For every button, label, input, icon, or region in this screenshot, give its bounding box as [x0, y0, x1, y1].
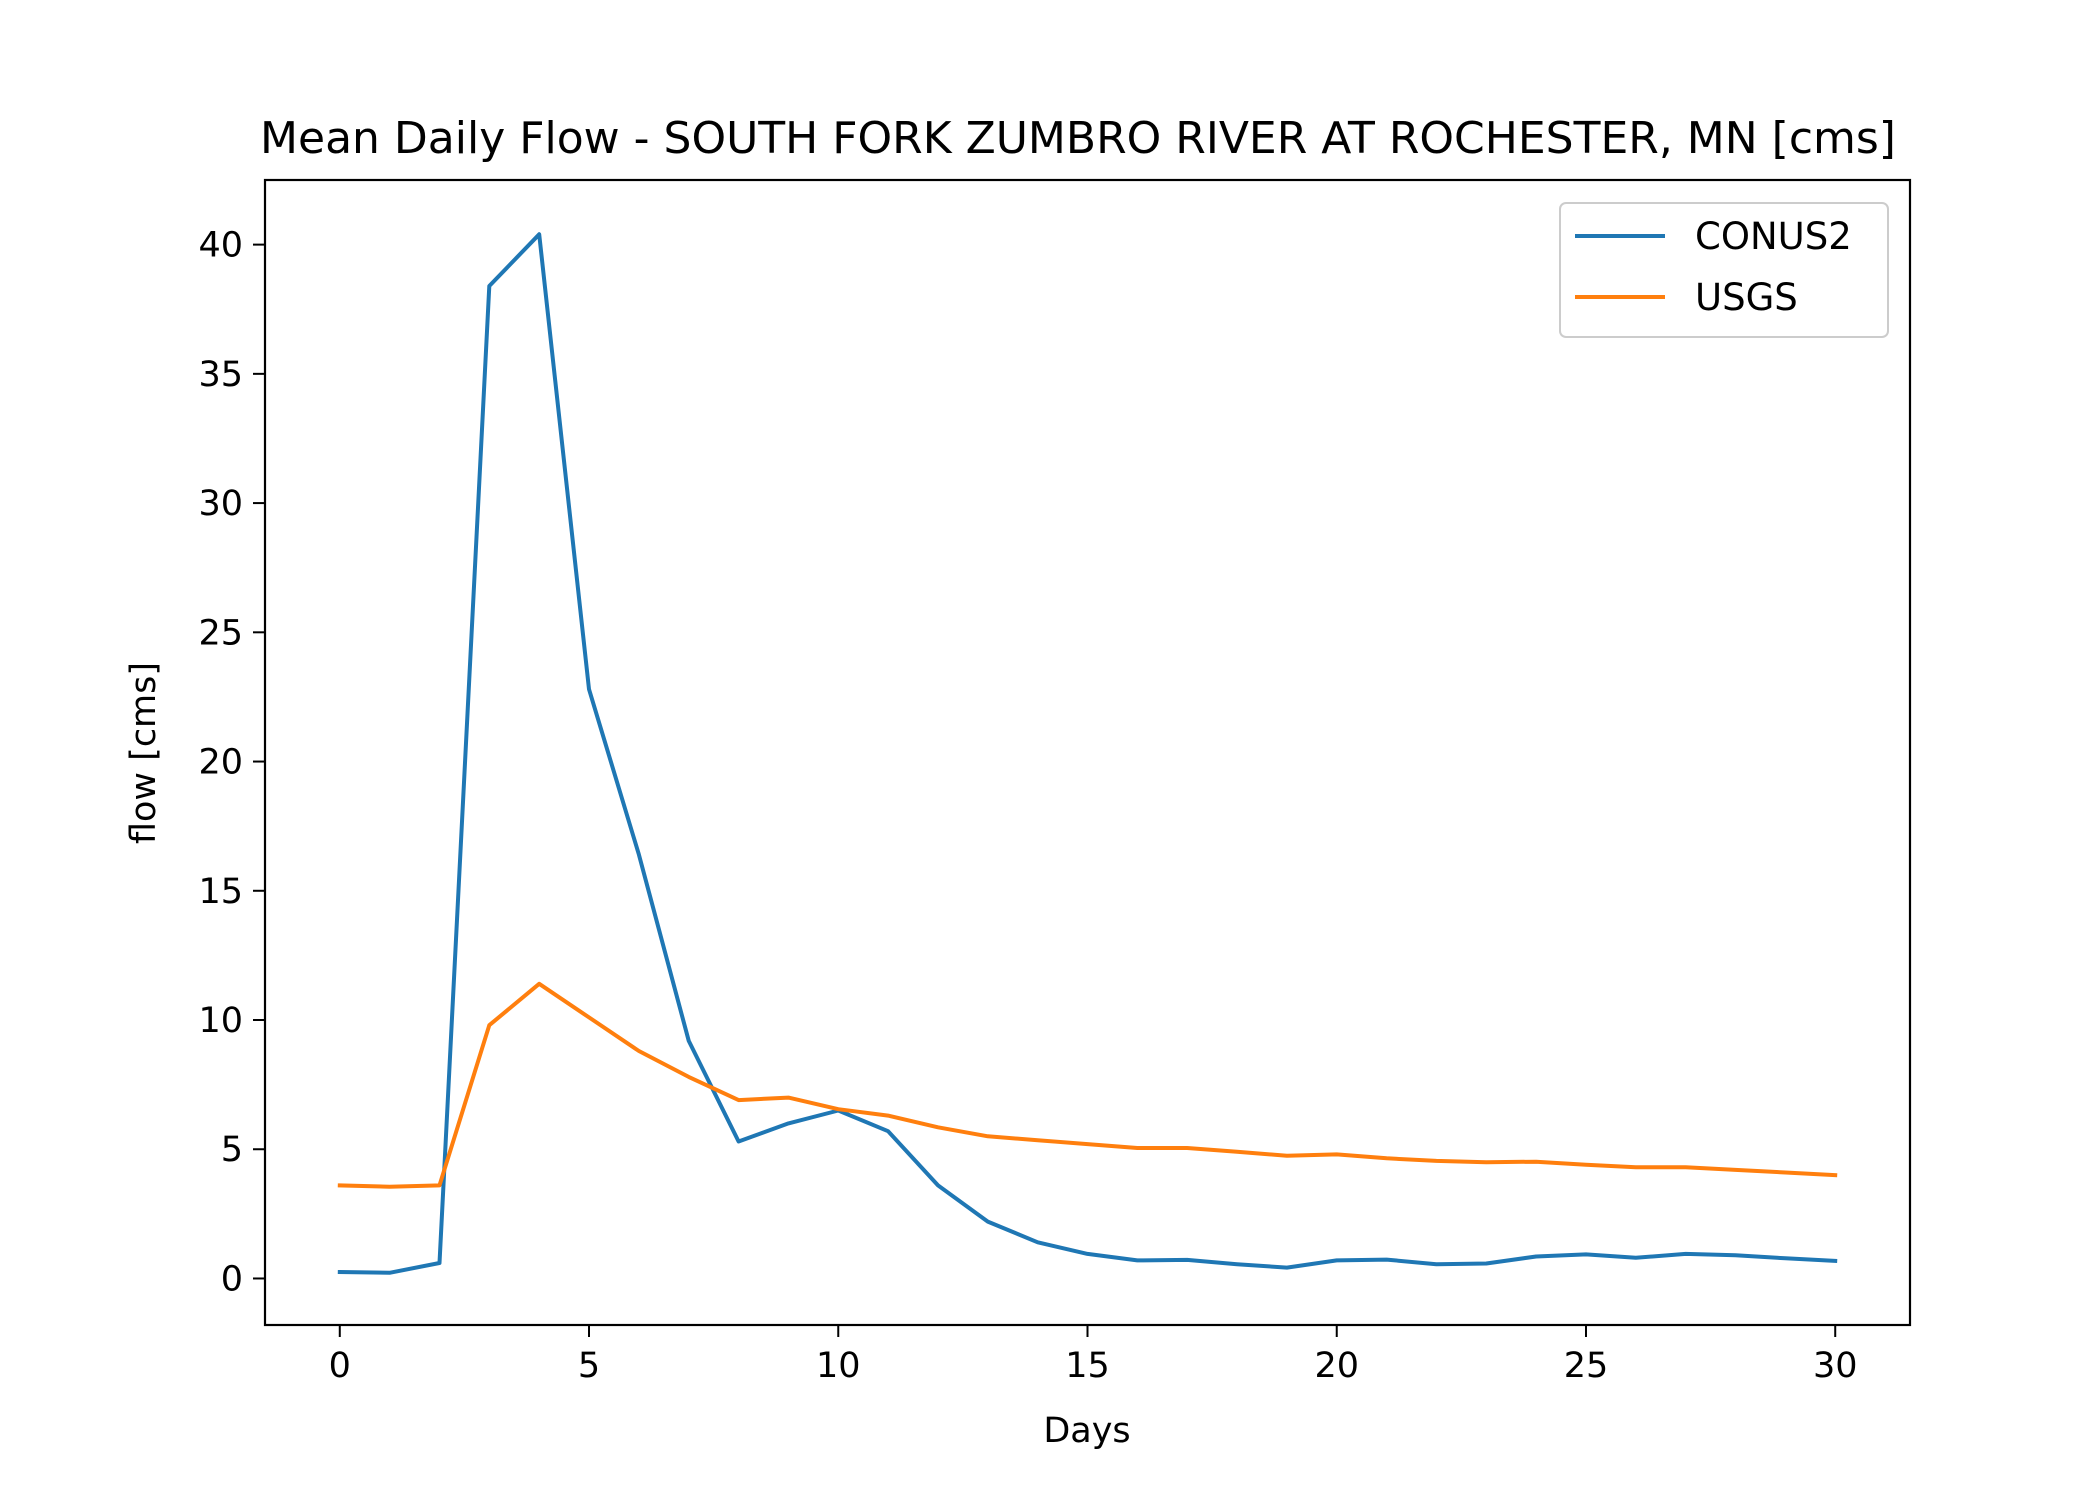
data-point-conus2	[936, 1183, 940, 1187]
data-point-usgs	[388, 1185, 392, 1189]
data-point-usgs	[986, 1134, 990, 1138]
axes-frame	[263, 178, 1912, 1327]
x-tick-label: 30	[1813, 1346, 1858, 1386]
data-point-conus2	[1684, 1252, 1688, 1256]
y-tick-label: 30	[198, 484, 243, 524]
data-point-conus2	[886, 1129, 890, 1133]
data-point-usgs	[836, 1107, 840, 1111]
legend: CONUS2 USGS	[1559, 202, 1889, 338]
data-point-conus2	[1135, 1258, 1139, 1262]
y-tick-label: 25	[198, 613, 243, 653]
series-line-usgs	[337, 981, 1838, 1189]
data-point-conus2	[1185, 1258, 1189, 1262]
data-point-conus2	[1086, 1252, 1090, 1256]
data-point-usgs	[1783, 1171, 1787, 1175]
data-point-conus2	[1036, 1240, 1040, 1244]
data-point-usgs	[737, 1098, 741, 1102]
data-point-conus2	[1335, 1258, 1339, 1262]
plot-area	[337, 232, 1838, 1275]
data-point-conus2	[338, 1270, 342, 1274]
data-point-conus2	[1534, 1255, 1538, 1259]
data-point-conus2	[1833, 1259, 1837, 1263]
x-tick-label: 20	[1314, 1346, 1359, 1386]
data-point-conus2	[687, 1039, 691, 1043]
data-point-usgs	[687, 1075, 691, 1079]
data-point-conus2	[487, 284, 491, 288]
y-axis: 0 5 10 15 20 25 30 35 40	[198, 226, 265, 1299]
data-point-usgs	[1634, 1165, 1638, 1169]
y-tick-label: 10	[198, 1001, 243, 1041]
data-point-usgs	[786, 1096, 790, 1100]
legend-label-conus2: CONUS2	[1695, 215, 1852, 258]
data-point-usgs	[587, 1015, 591, 1019]
data-point-conus2	[1783, 1256, 1787, 1260]
chart-title: Mean Daily Flow - SOUTH FORK ZUMBRO RIVE…	[260, 113, 1896, 164]
data-point-usgs	[637, 1049, 641, 1053]
data-point-usgs	[1285, 1154, 1289, 1158]
data-point-usgs	[1086, 1142, 1090, 1146]
data-point-usgs	[1385, 1156, 1389, 1160]
data-point-usgs	[338, 1183, 342, 1187]
x-tick-label: 0	[329, 1346, 351, 1386]
data-point-conus2	[786, 1121, 790, 1125]
y-tick-label: 5	[221, 1130, 243, 1170]
y-tick-label: 15	[198, 872, 243, 912]
data-point-conus2	[637, 853, 641, 857]
data-point-usgs	[1484, 1160, 1488, 1164]
data-point-usgs	[1235, 1150, 1239, 1154]
y-axis-label: flow [cms]	[124, 662, 164, 844]
data-point-usgs	[936, 1125, 940, 1129]
data-point-usgs	[886, 1114, 890, 1118]
data-point-usgs	[1833, 1173, 1837, 1177]
y-tick-label: 35	[198, 355, 243, 395]
data-point-usgs	[1584, 1163, 1588, 1167]
data-point-usgs	[1534, 1160, 1538, 1164]
x-tick-label: 5	[578, 1346, 600, 1386]
data-point-conus2	[1634, 1256, 1638, 1260]
series-line-conus2	[337, 232, 1838, 1275]
data-point-usgs	[1185, 1146, 1189, 1150]
data-point-conus2	[587, 687, 591, 691]
data-point-usgs	[487, 1023, 491, 1027]
x-axis: 0 5 10 15 20 25 30	[329, 1325, 1858, 1386]
data-point-conus2	[986, 1220, 990, 1224]
data-point-usgs	[1335, 1152, 1339, 1156]
data-point-usgs	[537, 982, 541, 986]
data-point-conus2	[1734, 1253, 1738, 1257]
data-point-conus2	[1285, 1266, 1289, 1270]
data-point-conus2	[1584, 1252, 1588, 1256]
x-tick-label: 15	[1065, 1346, 1110, 1386]
data-point-usgs	[1135, 1146, 1139, 1150]
data-point-usgs	[1734, 1168, 1738, 1172]
x-tick-label: 25	[1564, 1346, 1609, 1386]
data-point-conus2	[737, 1140, 741, 1144]
data-point-conus2	[438, 1261, 442, 1265]
legend-label-usgs: USGS	[1695, 276, 1798, 319]
data-point-usgs	[1434, 1159, 1438, 1163]
data-point-conus2	[1484, 1262, 1488, 1266]
data-point-conus2	[1434, 1262, 1438, 1266]
data-point-conus2	[1385, 1258, 1389, 1262]
data-point-usgs	[1036, 1138, 1040, 1142]
data-point-conus2	[537, 232, 541, 236]
data-point-usgs	[438, 1183, 442, 1187]
data-point-usgs	[1684, 1165, 1688, 1169]
y-tick-label: 0	[221, 1259, 243, 1299]
x-tick-label: 10	[816, 1346, 861, 1386]
data-point-conus2	[1235, 1262, 1239, 1266]
x-axis-label: Days	[1043, 1411, 1130, 1451]
y-tick-label: 20	[198, 743, 243, 783]
y-tick-label: 40	[198, 226, 243, 266]
data-point-conus2	[388, 1271, 392, 1275]
